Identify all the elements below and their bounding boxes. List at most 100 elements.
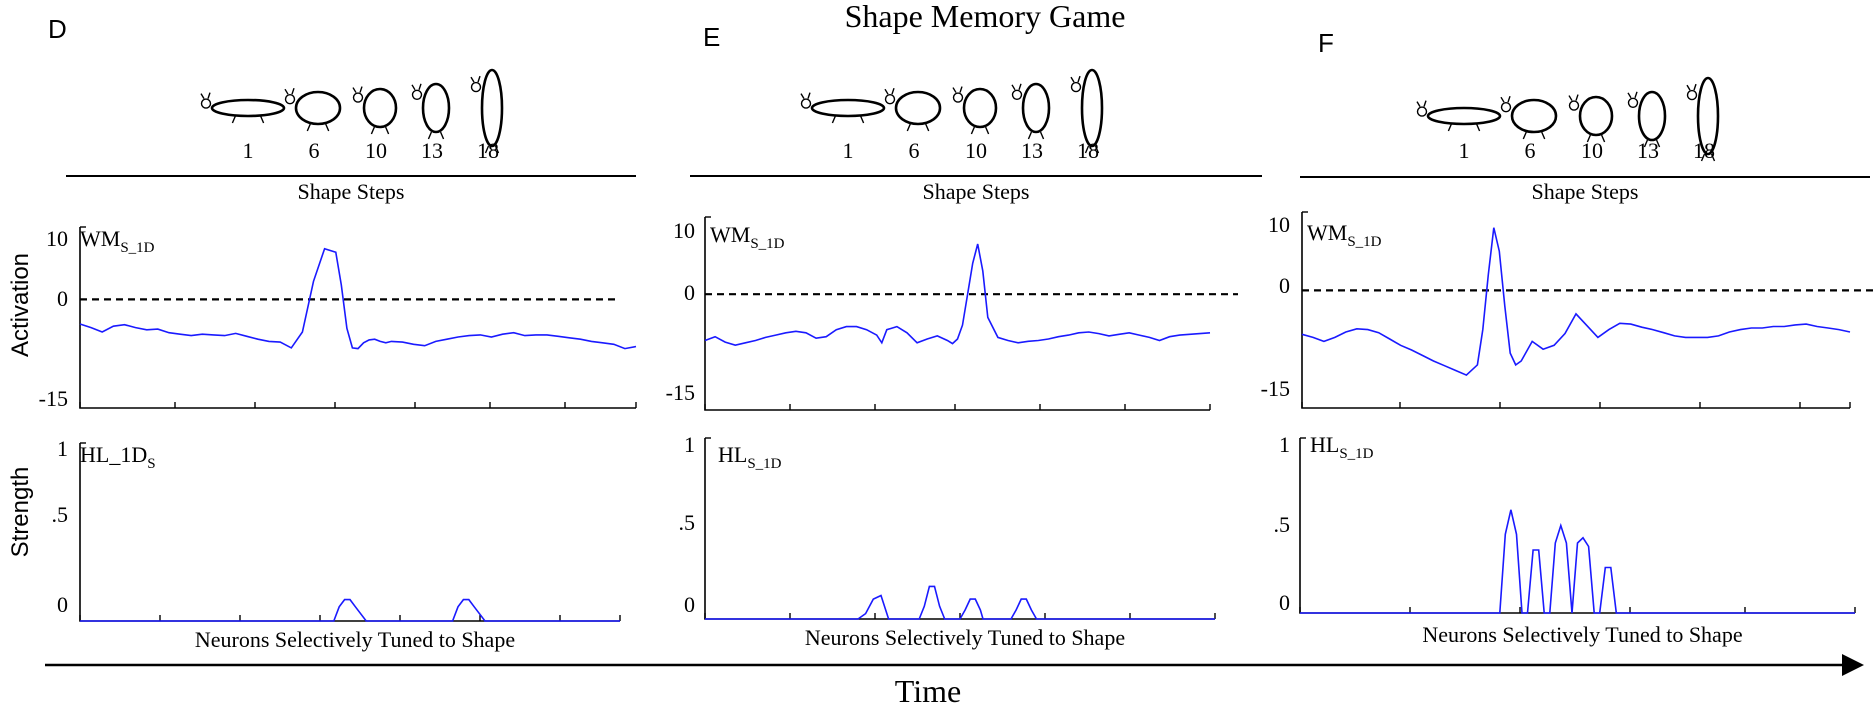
- shape-head: [470, 81, 482, 93]
- wm-series-label: WMS_1D: [710, 222, 785, 252]
- shape-legs: [306, 123, 330, 132]
- panel-letter-d: D: [48, 14, 67, 44]
- shape-body: [962, 87, 998, 129]
- hl-y-tick-label: 0: [57, 592, 68, 617]
- shape-head: [952, 92, 964, 103]
- shape-creature-1: [1500, 95, 1558, 140]
- shape-step-label: 18: [1077, 138, 1099, 163]
- shape-step-label: 18: [477, 138, 499, 163]
- shape-antenna: [1416, 100, 1427, 107]
- figure-title: Shape Memory Game: [845, 0, 1126, 34]
- shape-creature-3: [411, 82, 451, 140]
- shape-antenna: [352, 86, 363, 93]
- shape-creature-4: [1686, 76, 1720, 162]
- shape-step-label: 13: [1021, 138, 1043, 163]
- hl-y-tick-label: .5: [679, 510, 696, 535]
- shape-creature-1: [284, 87, 342, 132]
- hl-series-label: HLS_1D: [1310, 432, 1374, 462]
- shape-creature-2: [952, 86, 998, 135]
- hl-strength-trace: [80, 598, 620, 622]
- hl-series-subscript: S_1D: [747, 456, 781, 472]
- wm-axis: [1301, 212, 1850, 409]
- shape-legs: [427, 131, 445, 140]
- panel-letter-e: E: [703, 22, 720, 52]
- shape-body: [480, 68, 504, 148]
- wm-y-tick-label: 10: [46, 226, 68, 251]
- neurons-axis-label: Neurons Selectively Tuned to Shape: [195, 627, 515, 652]
- wm-series-subscript: S_1D: [750, 236, 784, 252]
- shape-creature-4: [1070, 68, 1104, 154]
- shape-creature-0: [800, 92, 886, 124]
- shape-head: [800, 98, 812, 109]
- shape-head: [284, 93, 296, 105]
- wm-activation-trace: [1301, 227, 1851, 377]
- shape-head: [352, 92, 364, 103]
- shape-creature-0: [200, 92, 286, 124]
- shape-head: [1627, 97, 1639, 109]
- shape-step-label: 1: [843, 138, 854, 163]
- wm-series-main: WM: [80, 226, 120, 251]
- shape-step-label: 10: [365, 138, 387, 163]
- hl-y-tick-label: 1: [57, 436, 68, 461]
- shape-legs: [370, 126, 390, 135]
- shape-head: [884, 93, 896, 105]
- wm-activation-trace: [79, 247, 637, 350]
- shape-head: [411, 89, 423, 101]
- shape-step-label: 10: [965, 138, 987, 163]
- hl-series-main: HL_1D: [80, 442, 147, 467]
- shape-antenna: [1500, 95, 1511, 103]
- shape-antenna: [200, 92, 211, 99]
- hl-series-main: HL: [1310, 432, 1339, 457]
- wm-series-subscript: S_1D: [1347, 234, 1381, 250]
- wm-y-tick-label: -15: [1261, 376, 1290, 401]
- hl-axis: [1299, 438, 1855, 614]
- shape-head: [1416, 106, 1428, 117]
- shape-antenna: [884, 87, 895, 95]
- hl-y-tick-label: .5: [52, 502, 69, 527]
- shape-antenna: [1686, 83, 1697, 91]
- shape-body: [1426, 106, 1502, 126]
- wm-y-tick-label: 10: [1268, 212, 1290, 237]
- shape-antenna: [952, 86, 963, 93]
- shape-step-label: 13: [1637, 138, 1659, 163]
- shape-antenna: [411, 83, 422, 91]
- shape-creature-4: [470, 68, 504, 154]
- shape-antenna: [800, 92, 811, 99]
- hl-y-tick-label: 0: [684, 592, 695, 617]
- wm-y-tick-label: 0: [57, 286, 68, 311]
- shape-legs: [1522, 131, 1546, 140]
- shape-body: [1510, 98, 1558, 134]
- shape-legs: [1700, 153, 1716, 162]
- shape-step-label: 13: [421, 138, 443, 163]
- shape-body: [1696, 76, 1720, 156]
- shape-legs: [831, 115, 865, 124]
- shape-antenna: [1568, 94, 1579, 101]
- shape-body: [362, 87, 398, 129]
- shape-legs: [970, 126, 990, 135]
- shape-legs: [1586, 134, 1606, 143]
- shape-antenna: [1070, 75, 1081, 83]
- shape-head: [1011, 89, 1023, 101]
- hl-series-main: HL: [718, 442, 747, 467]
- time-label: Time: [895, 673, 961, 709]
- neurons-axis-label: Neurons Selectively Tuned to Shape: [1422, 622, 1742, 647]
- neurons-axis-label: Neurons Selectively Tuned to Shape: [805, 625, 1125, 650]
- wm-y-tick-label: 10: [673, 218, 695, 243]
- wm-activation-trace: [704, 243, 1211, 347]
- hl-series-label: HL_1DS: [80, 442, 156, 472]
- wm-axis: [79, 227, 636, 409]
- shape-head: [1686, 89, 1698, 101]
- wm-y-tick-label: 0: [1279, 273, 1290, 298]
- shape-body: [421, 82, 451, 134]
- shape-step-label: 1: [243, 138, 254, 163]
- wm-series-main: WM: [1307, 220, 1347, 245]
- shape-body: [1021, 82, 1051, 134]
- hl-series-label: HLS_1D: [718, 442, 782, 472]
- shape-creature-2: [1568, 94, 1614, 143]
- wm-series-subscript: S_1D: [120, 240, 154, 256]
- shape-antenna: [284, 87, 295, 95]
- shape-legs: [1027, 131, 1045, 140]
- shape-head: [1568, 100, 1580, 111]
